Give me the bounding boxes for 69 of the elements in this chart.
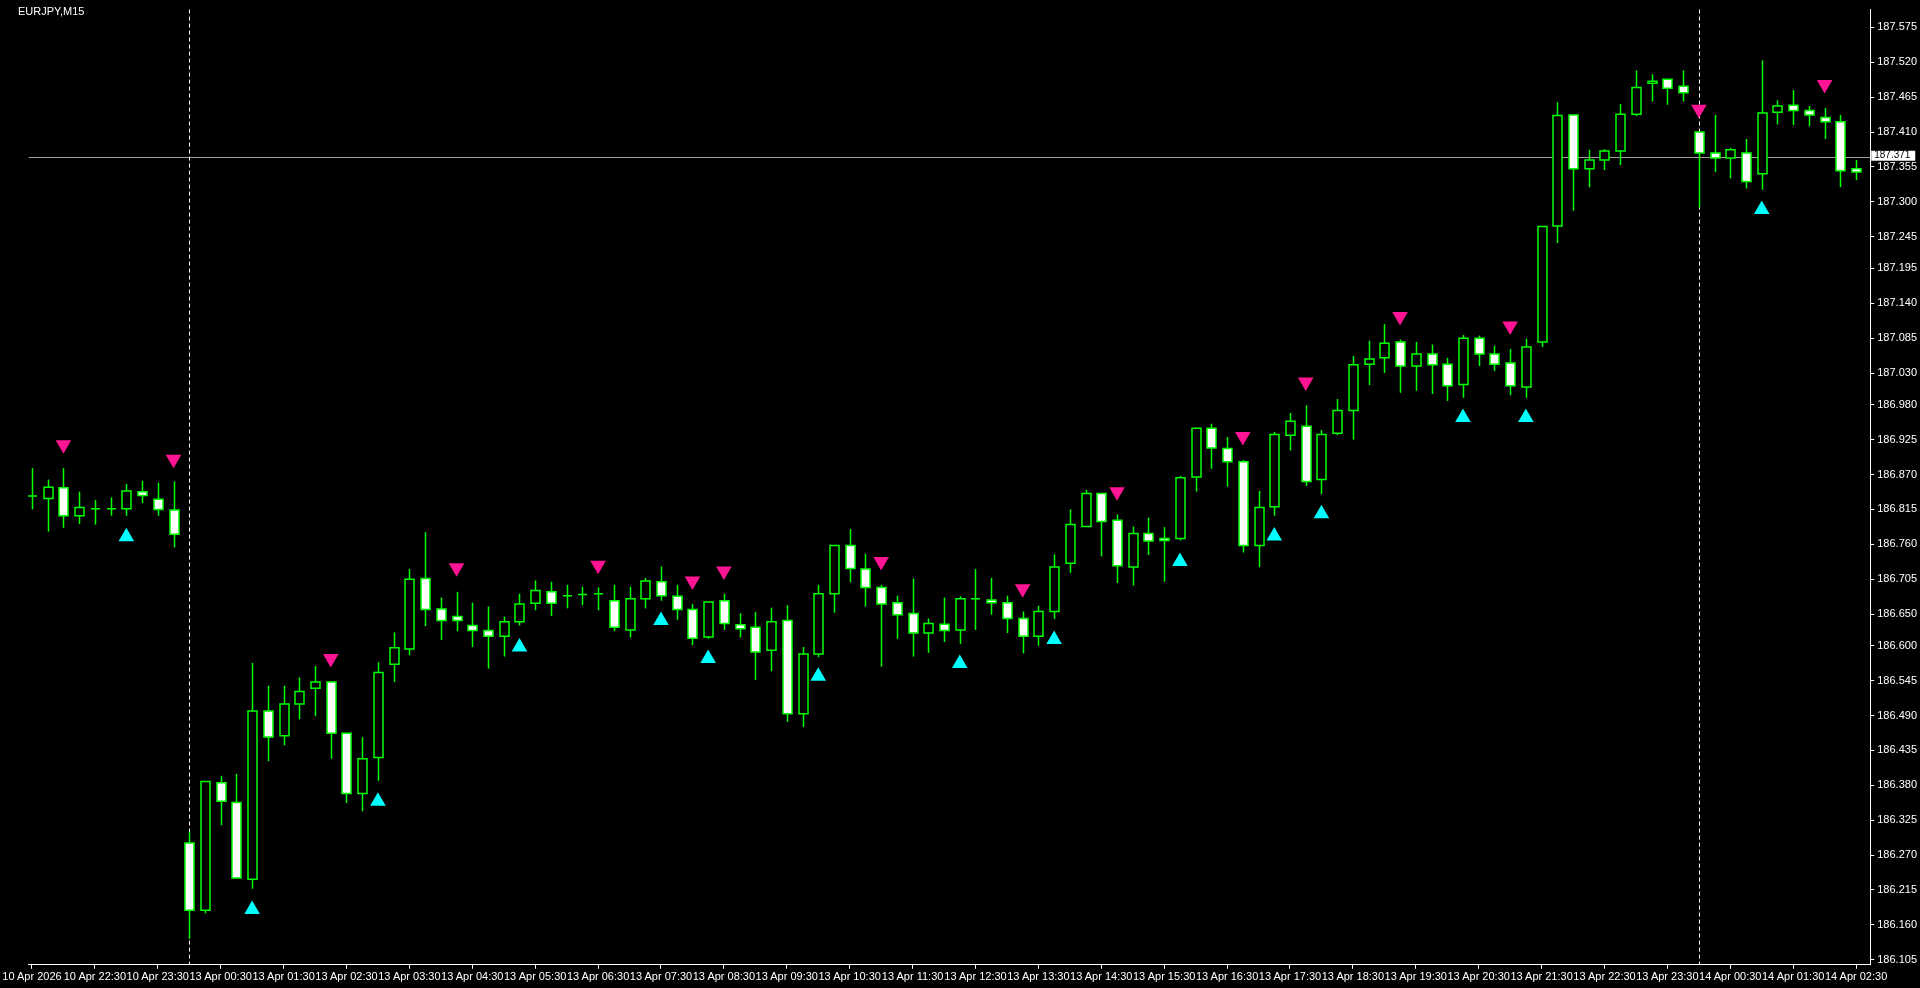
candlestick (908, 577, 919, 658)
y-tick-label: 186.925 (1877, 432, 1917, 445)
x-tick-label: 13 Apr 11:30 (881, 970, 944, 983)
y-tick-label: 186.105 (1877, 952, 1917, 965)
x-tick-label: 14 Apr 00:30 (1699, 970, 1762, 983)
y-tick-label: 187.520 (1877, 55, 1917, 68)
x-tick-label: 13 Apr 16:30 (1195, 970, 1259, 983)
y-tick-label: 187.575 (1877, 20, 1917, 33)
y-tick-label: 186.435 (1877, 743, 1917, 756)
x-tick-label: 13 Apr 13:30 (1007, 970, 1070, 983)
y-tick-label: 186.545 (1877, 673, 1917, 686)
y-tick-label: 186.215 (1877, 882, 1917, 895)
y-tick-label: 186.325 (1877, 813, 1917, 826)
x-tick-label: 13 Apr 14:30 (1070, 970, 1133, 983)
candlestick (1364, 339, 1375, 386)
y-tick-label: 187.085 (1877, 331, 1917, 344)
candlestick (1568, 114, 1579, 212)
x-tick-label: 10 Apr 23:30 (126, 970, 189, 983)
x-tick-label: 13 Apr 08:30 (692, 970, 756, 983)
x-tick-label: 13 Apr 23:30 (1636, 970, 1699, 983)
x-tick-label: 13 Apr 17:30 (1258, 970, 1322, 983)
y-tick-label: 187.140 (1877, 296, 1917, 309)
x-tick-label: 13 Apr 10:30 (818, 970, 881, 983)
y-tick-label: 186.980 (1877, 397, 1917, 410)
x-tick-label: 13 Apr 05:30 (503, 970, 567, 983)
y-tick-label: 187.465 (1877, 90, 1917, 103)
x-tick-label: 13 Apr 04:30 (441, 970, 504, 983)
x-tick-label: 13 Apr 03:30 (378, 970, 441, 983)
x-tick-label: 10 Apr 22:30 (63, 970, 127, 983)
candlestick (231, 773, 242, 879)
y-tick-label: 186.380 (1877, 778, 1917, 791)
y-tick-label: 186.270 (1877, 848, 1917, 861)
y-tick-label: 186.600 (1877, 638, 1917, 651)
y-tick-label: 187.355 (1877, 159, 1917, 172)
y-tick-label: 187.030 (1877, 366, 1917, 379)
x-tick-label: 13 Apr 15:30 (1132, 970, 1196, 983)
y-tick-label: 186.650 (1877, 607, 1917, 620)
x-tick-label: 14 Apr 02:30 (1824, 970, 1888, 983)
x-tick-label: 13 Apr 06:30 (566, 970, 630, 983)
x-tick-label: 13 Apr 00:30 (189, 970, 252, 983)
candlestick (1096, 492, 1107, 558)
x-tick-label: 13 Apr 18:30 (1321, 970, 1385, 983)
candlestick (829, 544, 840, 614)
x-tick-label: 14 Apr 01:30 (1761, 970, 1825, 983)
y-tick-label: 187.195 (1877, 261, 1917, 274)
chart-title: EURJPY,M15 (18, 5, 85, 17)
candlestick (263, 684, 274, 762)
y-tick-label: 186.160 (1877, 917, 1917, 930)
candlestick (326, 681, 337, 760)
y-tick-label: 186.705 (1877, 572, 1917, 585)
x-tick-label: 13 Apr 21:30 (1510, 970, 1573, 983)
x-tick-label: 13 Apr 07:30 (629, 970, 693, 983)
ref-line-label: 187.371 (1874, 149, 1911, 161)
y-tick-label: 186.490 (1877, 708, 1917, 721)
x-tick-label: 13 Apr 09:30 (755, 970, 818, 983)
x-tick-label: 13 Apr 02:30 (315, 970, 378, 983)
x-tick-label: 10 Apr 2026 (2, 970, 62, 983)
y-tick-label: 187.410 (1877, 125, 1917, 138)
candlestick (483, 605, 494, 670)
y-tick-label: 187.300 (1877, 194, 1917, 207)
y-tick-label: 187.245 (1877, 229, 1917, 242)
y-tick-label: 186.815 (1877, 502, 1917, 515)
y-tick-label: 186.760 (1877, 537, 1917, 550)
x-tick-label: 13 Apr 01:30 (252, 970, 315, 983)
x-tick-label: 13 Apr 20:30 (1447, 970, 1510, 983)
x-tick-label: 13 Apr 19:30 (1384, 970, 1447, 983)
x-tick-label: 13 Apr 22:30 (1573, 970, 1636, 983)
x-tick-label: 13 Apr 12:30 (944, 970, 1007, 983)
y-tick-label: 186.870 (1877, 467, 1917, 480)
